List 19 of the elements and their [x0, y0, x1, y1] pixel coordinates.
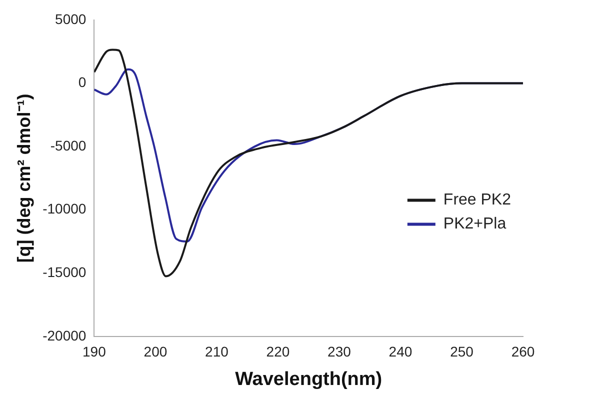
- y-axis-title: [q] (deg cm² dmol⁻¹): [14, 94, 34, 263]
- x-tick-label: 220: [266, 344, 290, 360]
- legend-label: PK2+Pla: [443, 216, 506, 233]
- x-tick-label: 190: [82, 344, 106, 360]
- y-tick-label: 5000: [55, 10, 86, 27]
- y-tick-label: -10000: [42, 200, 86, 217]
- x-tick-label: 260: [511, 344, 535, 360]
- y-tick-label: -5000: [50, 137, 86, 154]
- x-tick-label: 230: [328, 344, 352, 360]
- legend-label: Free PK2: [443, 192, 512, 209]
- x-tick-label: 210: [205, 344, 229, 360]
- x-axis-title: Wavelength(nm): [235, 368, 382, 390]
- y-tick-label: 0: [78, 74, 86, 90]
- y-tick-label: -20000: [42, 327, 86, 344]
- x-tick-label: 240: [388, 344, 412, 360]
- x-tick-label: 200: [144, 344, 168, 360]
- y-tick-label: -15000: [42, 264, 86, 280]
- line-series: [94, 48, 523, 278]
- x-tick-label: 250: [450, 344, 474, 360]
